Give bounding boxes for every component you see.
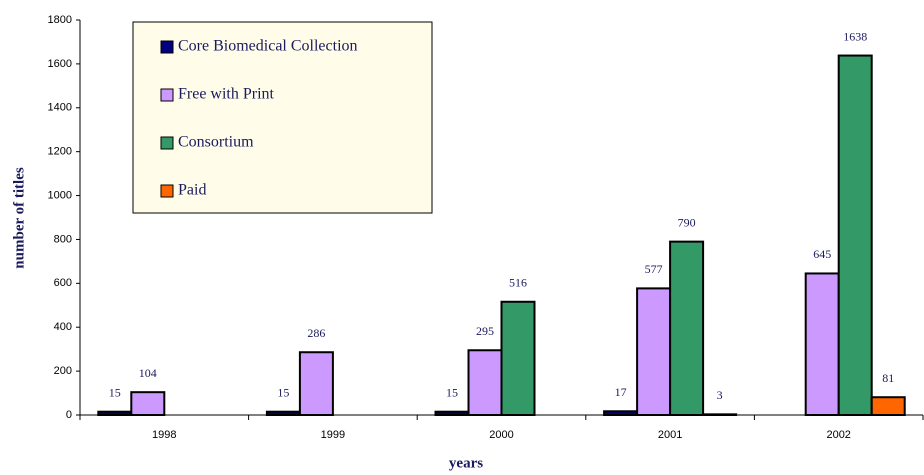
x-tick-label: 1998 [152,429,176,441]
bar [669,240,705,416]
bar [870,396,906,417]
y-tick-label: 1200 [48,146,72,158]
x-tick-label: 2001 [658,429,682,441]
value-label: 104 [139,366,157,380]
value-label: 15 [277,385,289,399]
value-label: 295 [476,324,494,338]
bar [702,413,738,417]
bar [837,54,873,417]
legend-box [132,21,433,214]
value-label: 790 [678,215,696,229]
bar [603,410,639,416]
x-axis-label: years [449,455,483,471]
legend-swatch [160,184,174,198]
bar [130,391,166,416]
value-label: 15 [109,385,121,399]
bar [467,349,503,416]
legend-swatch [160,40,174,54]
bar [804,272,840,417]
bar [298,351,334,417]
legend-swatch [160,136,174,150]
value-label: 645 [813,247,831,261]
legend-swatch [160,88,174,102]
y-tick-label: 1400 [48,102,72,114]
x-tick-label: 2002 [826,429,850,441]
y-tick-label: 1600 [48,58,72,70]
value-label: 15 [446,385,458,399]
bar [97,410,133,417]
y-tick-label: 200 [54,365,72,377]
legend-label: Free with Print [178,86,275,103]
value-label: 1638 [843,29,867,43]
y-tick-label: 800 [54,233,72,245]
value-label: 81 [882,371,894,385]
legend-label: Core Biomedical Collection [178,38,358,55]
bar [265,410,301,417]
bar [500,300,536,416]
y-tick-label: 600 [54,277,72,289]
bar [636,287,672,416]
y-tick-label: 0 [66,409,72,421]
value-label: 3 [717,388,723,402]
y-axis-label: number of titles [11,167,27,269]
value-label: 17 [615,385,627,399]
y-tick-label: 1000 [48,189,72,201]
x-tick-label: 1999 [321,429,345,441]
bar [434,410,470,417]
y-tick-label: 1800 [48,14,72,26]
value-label: 286 [307,326,325,340]
value-label: 516 [509,276,527,290]
legend-label: Consortium [178,134,254,151]
y-tick-label: 400 [54,321,72,333]
legend-label: Paid [178,182,206,199]
x-tick-label: 2000 [489,429,513,441]
value-label: 577 [645,262,663,276]
